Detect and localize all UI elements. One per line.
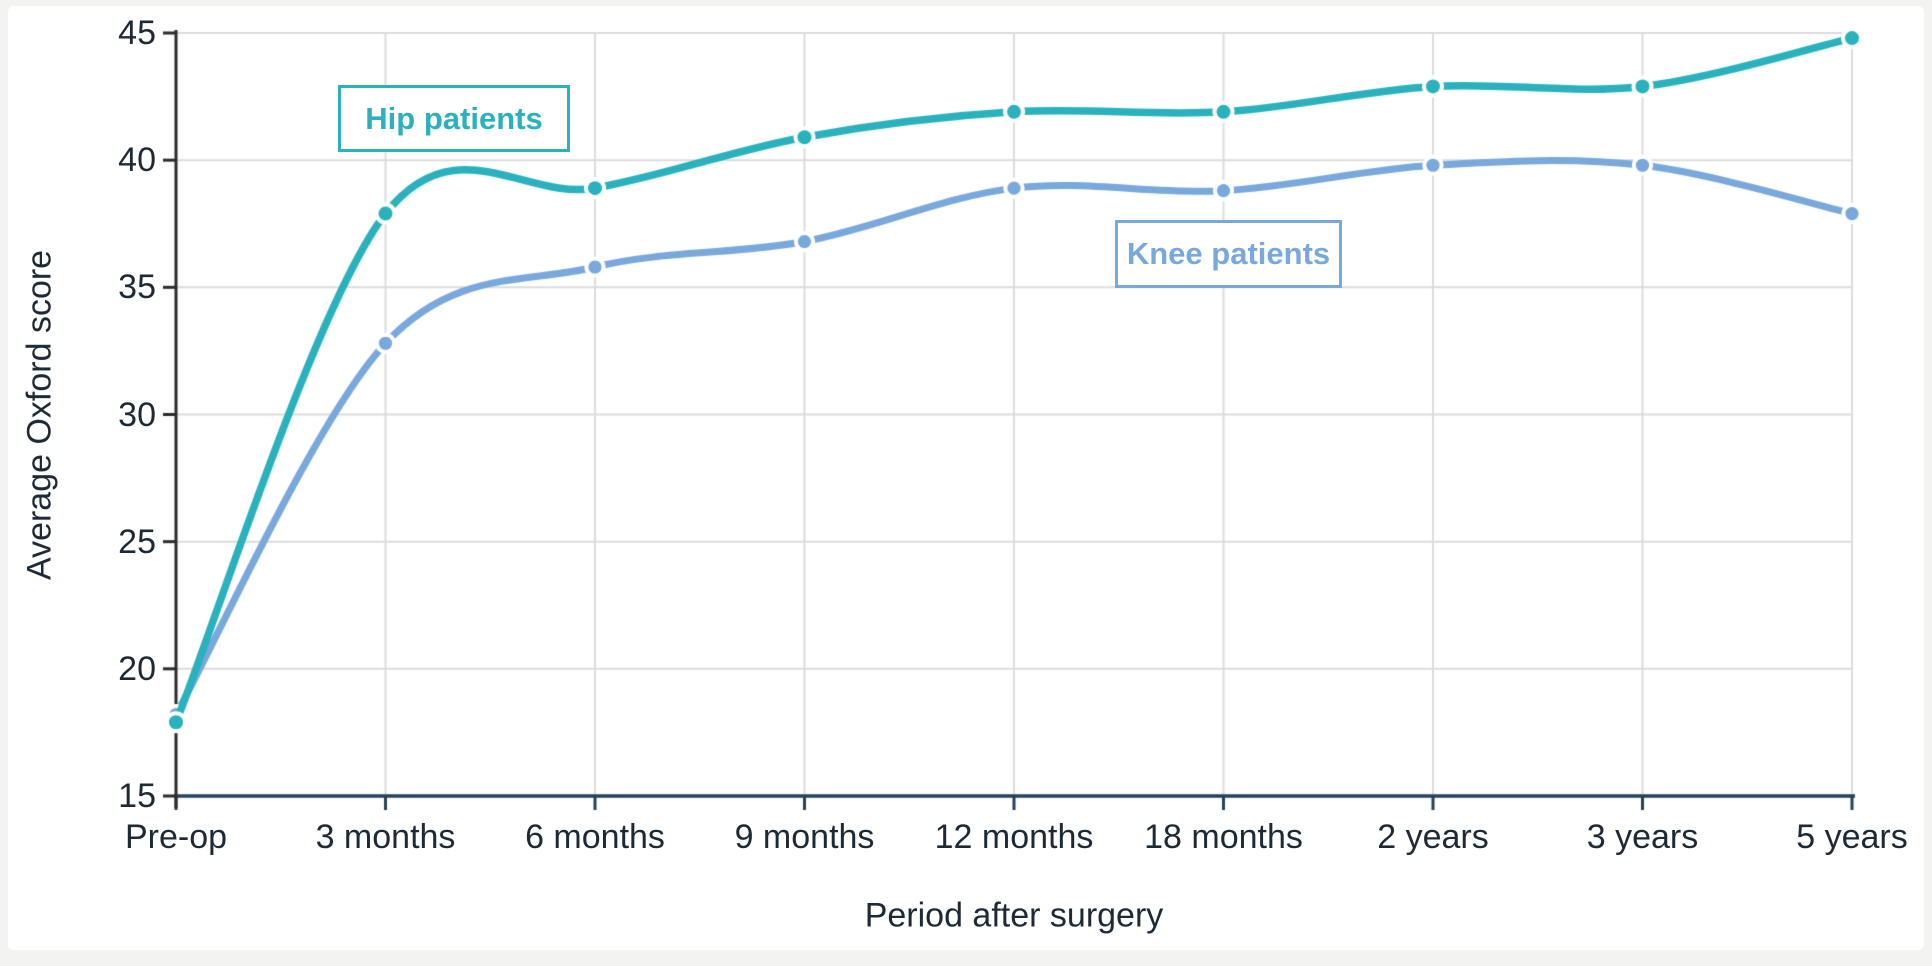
- y-axis-title: Average Oxford score: [20, 249, 59, 581]
- knee-series-label: Knee patients: [1115, 220, 1342, 288]
- hip-series-label: Hip patients: [338, 85, 570, 152]
- x-axis-title: Period after surgery: [864, 896, 1164, 935]
